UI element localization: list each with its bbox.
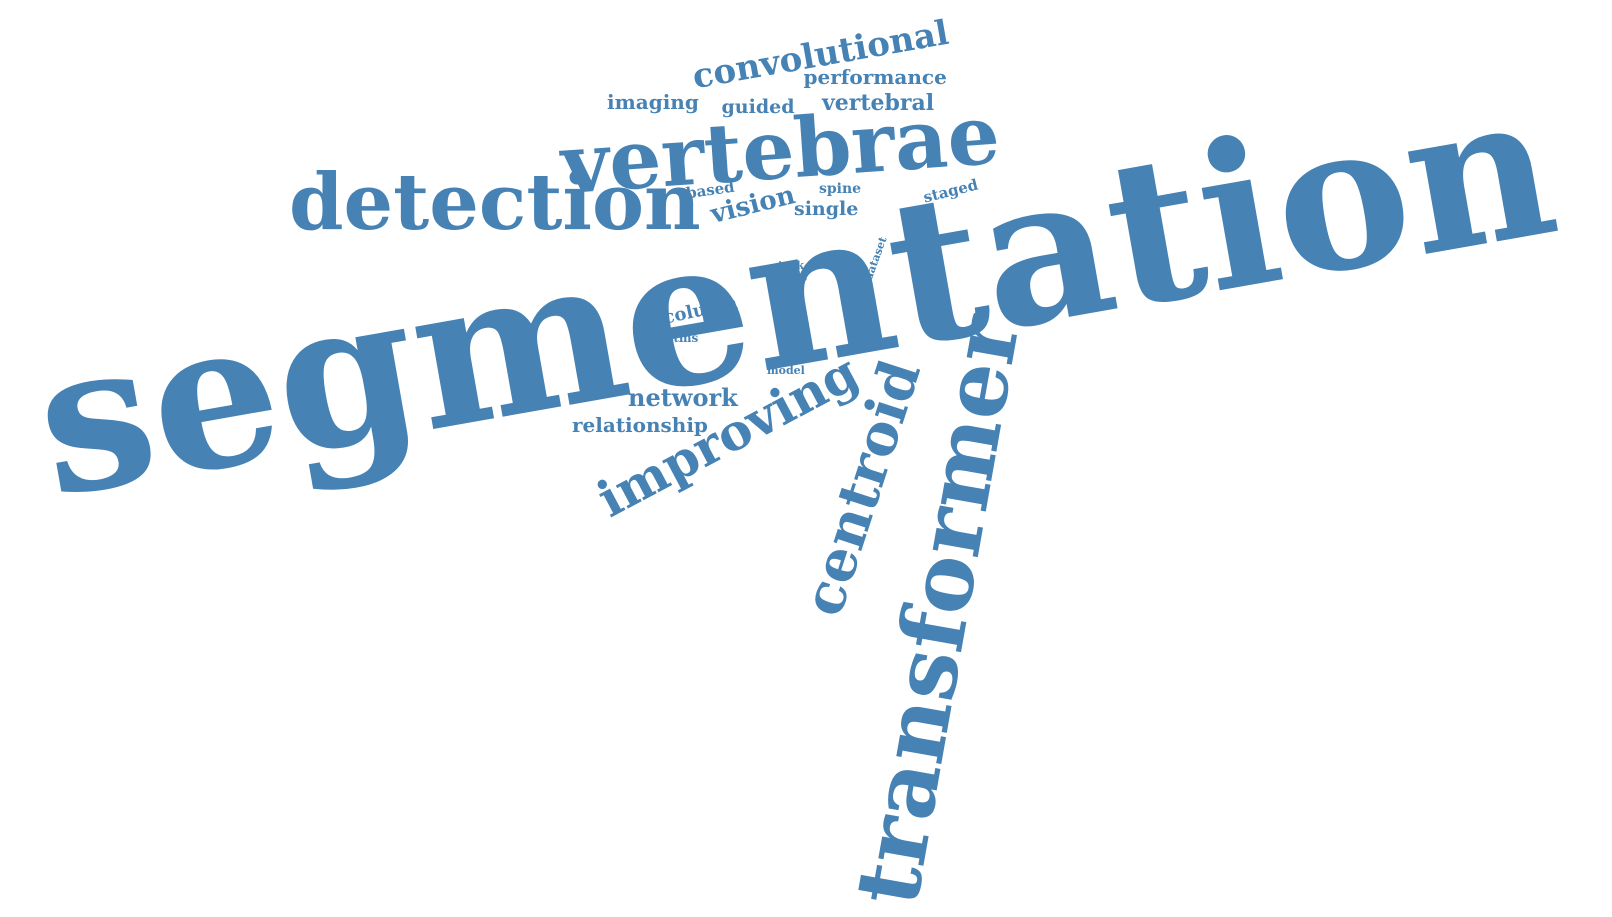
word-relationship: relationship xyxy=(572,413,708,437)
word-detection: detection xyxy=(289,157,701,248)
word-imaging: imaging xyxy=(607,90,699,114)
word-network: network xyxy=(628,383,738,412)
word-spine: spine xyxy=(819,181,862,197)
word-verse: verse xyxy=(777,283,805,294)
word-cnns: cnns xyxy=(773,269,808,285)
word-vertebral: vertebral xyxy=(822,90,935,116)
word-lstms: lstms xyxy=(662,331,699,345)
word-task: task xyxy=(778,258,805,272)
word-single: single xyxy=(794,197,859,220)
word-guided: guided xyxy=(721,95,795,118)
word-model: model xyxy=(767,363,805,377)
word-performance: performance xyxy=(803,65,947,89)
